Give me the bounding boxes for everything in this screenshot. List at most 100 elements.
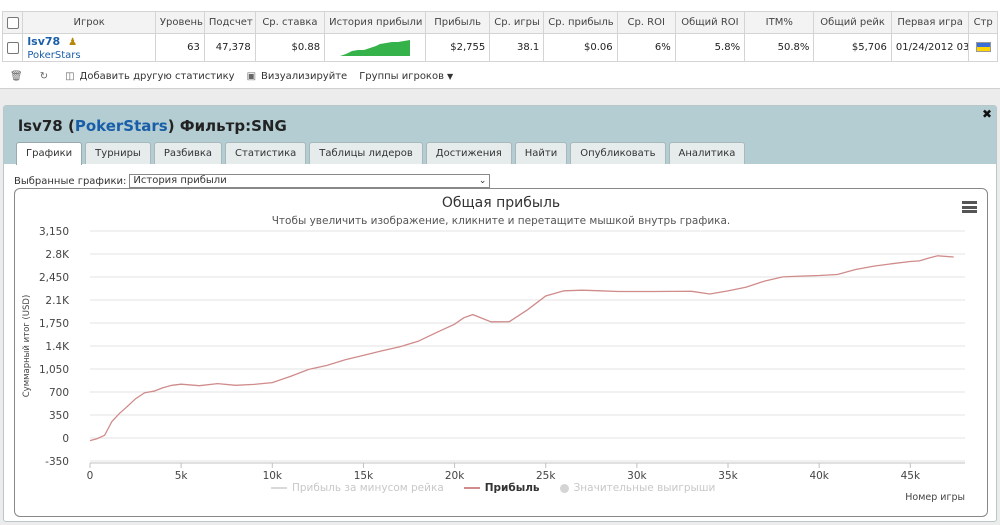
add-column-icon: ◫ [65,70,75,82]
y-tick-label: 1,750 [39,318,69,330]
chart-menu-icon[interactable] [962,201,977,213]
y-tick-label: 2,450 [39,272,69,284]
panel-tabs: Графики Турниры Разбивка Статистика Табл… [16,142,748,165]
player-name-link[interactable]: lsv78 [27,35,61,48]
close-icon[interactable]: ✖ [981,107,992,121]
y-tick-label: 350 [49,410,69,422]
trash-icon: 🗑 [10,70,23,82]
itm-cell: 50.8% [744,33,815,62]
tab-publish[interactable]: Опубликовать [570,142,666,164]
y-tick-label: 1.4K [45,341,70,353]
tab-achievements[interactable]: Достижения [425,142,512,164]
player-panel: lsv78 (PokerStars) Фильтр:SNG ✖ Графики … [3,105,997,522]
x-tick-label: 40k [809,470,829,482]
refresh-icon: ↻ [39,70,49,82]
ukraine-flag-icon [975,42,991,52]
profit-history-cell [324,33,427,62]
y-tick-label: -350 [45,456,69,468]
y-axis-label: Суммарный итог (USD) [22,295,32,398]
x-tick-label: 10k [263,470,283,482]
y-tick-label: 3,150 [39,226,69,238]
chevron-down-icon: ▼ [447,71,454,81]
chart-selector-label: Выбранные графики: [14,175,127,187]
y-tick-label: 0 [62,433,69,445]
total-rake-cell: $5,706 [813,33,892,62]
col-header-player[interactable]: Игрок [22,11,156,34]
stats-toolbar: 🗑 ↻ ◫ Добавить другую статистику ▣ Визуали… [10,68,465,84]
chart-legend: Прибыль за минусом рейка Прибыль Значите… [271,482,735,494]
y-tick-label: 700 [49,387,69,399]
col-header-avg-games[interactable]: Ср. игры [489,11,545,34]
x-tick-label: 35k [718,470,738,482]
tab-analytics[interactable]: Аналитика [668,142,746,164]
col-header-level[interactable]: Уровень [154,11,205,34]
tab-statistics[interactable]: Статистика [225,142,307,164]
first-game-cell: 01/24/2012 03 [890,33,970,62]
tab-charts[interactable]: Графики [16,142,83,165]
profit-series-line [89,255,954,442]
player-site-link[interactable]: PokerStars [27,50,81,61]
tab-breakdown[interactable]: Разбивка [153,142,223,164]
panel-title: lsv78 (PokerStars) Фильтр:SNG [18,117,287,135]
player-cell: lsv78 ♟ PokerStars [22,33,156,62]
delete-button[interactable]: 🗑 [10,71,28,82]
table-row[interactable]: lsv78 ♟ PokerStars 63 47,378 $0.88 $2,755… [1,33,998,62]
col-header-total-rake[interactable]: Общий рейк [813,11,892,34]
add-stats-button[interactable]: ◫ Добавить другую статистику [65,71,234,82]
select-all-checkbox[interactable] [7,16,19,29]
count-cell: 47,378 [203,33,256,62]
x-tick-label: 30k [627,470,647,482]
x-tick-label: 15k [354,470,374,482]
visualize-button[interactable]: ▣ Визуализируйте [247,71,348,82]
avg-stake-cell: $0.88 [254,33,326,62]
image-icon: ▣ [246,70,257,82]
avg-roi-cell: 6% [616,33,676,62]
add-stats-label: Добавить другую статистику [79,70,235,82]
x-tick-label: 5k [175,470,189,482]
avg-games-cell: 38.1 [489,33,545,62]
col-header-avg-stake[interactable]: Ср. ставка [254,11,326,34]
legend-item-rake-profit[interactable]: Прибыль за минусом рейка [271,482,444,494]
chart-subtitle: Чтобы увеличить изображение, кликните и … [271,215,731,227]
tab-find[interactable]: Найти [514,142,568,164]
legend-item-profit[interactable]: Прибыль [463,482,540,494]
table-header-row: Игрок Уровень Подсчет Ср. ставка История… [1,11,998,34]
col-header-country[interactable]: Стр [968,11,998,34]
tab-leaderboards[interactable]: Таблицы лидеров [309,142,423,164]
chart-select[interactable]: История прибыли ⌄ [129,174,491,188]
panel-site-link[interactable]: PokerStars [74,117,168,135]
chevron-down-icon: ⌄ [478,176,487,186]
player-badge-icon: ♟ [68,37,78,48]
panel-header: lsv78 (PokerStars) Фильтр:SNG ✖ Графики … [4,106,996,165]
col-header-first-game[interactable]: Первая игра [890,11,970,34]
select-all-cell[interactable] [1,11,24,34]
profit-chart[interactable]: Общая прибыль Чтобы увеличить изображени… [14,188,988,517]
panel-filter: Фильтр:SNG [179,117,287,135]
player-stats-table: Игрок Уровень Подсчет Ср. ставка История… [1,11,998,62]
legend-line-icon [463,487,480,489]
col-header-profit-history[interactable]: История прибыли [324,11,427,34]
row-checkbox[interactable] [7,41,19,54]
chart-plot-area[interactable]: 3,150 2.8K 2,450 2.1K 1,750 1.4K 1,050 700 350 0 -… [15,189,989,518]
profit-cell: $2,755 [425,33,491,62]
col-header-count[interactable]: Подсчет [203,11,256,34]
col-header-itm[interactable]: ITM% [744,11,815,34]
tab-tournaments[interactable]: Турниры [85,142,151,164]
legend-item-big-wins[interactable]: Значительные выигрыши [559,482,715,494]
col-header-avg-profit[interactable]: Ср. прибыль [543,11,618,34]
avg-profit-cell: $0.06 [543,33,618,62]
x-tick-label: 25k [536,470,556,482]
x-tick-label: 0 [87,470,94,482]
legend-line-icon [271,487,287,489]
x-axis-label: Номер игры [905,492,965,503]
row-select-cell[interactable] [1,33,24,62]
col-header-profit[interactable]: Прибыль [425,11,491,34]
y-tick-label: 2.1K [45,295,70,307]
col-header-avg-roi[interactable]: Ср. ROI [616,11,676,34]
profit-sparkline [340,40,411,56]
player-groups-dropdown[interactable]: Группы игроков ▼ [359,71,453,82]
col-header-total-roi[interactable]: Общий ROI [674,11,746,34]
y-tick-label: 1,050 [39,364,69,376]
refresh-button[interactable]: ↻ [40,71,53,82]
legend-dot-icon [559,483,569,493]
